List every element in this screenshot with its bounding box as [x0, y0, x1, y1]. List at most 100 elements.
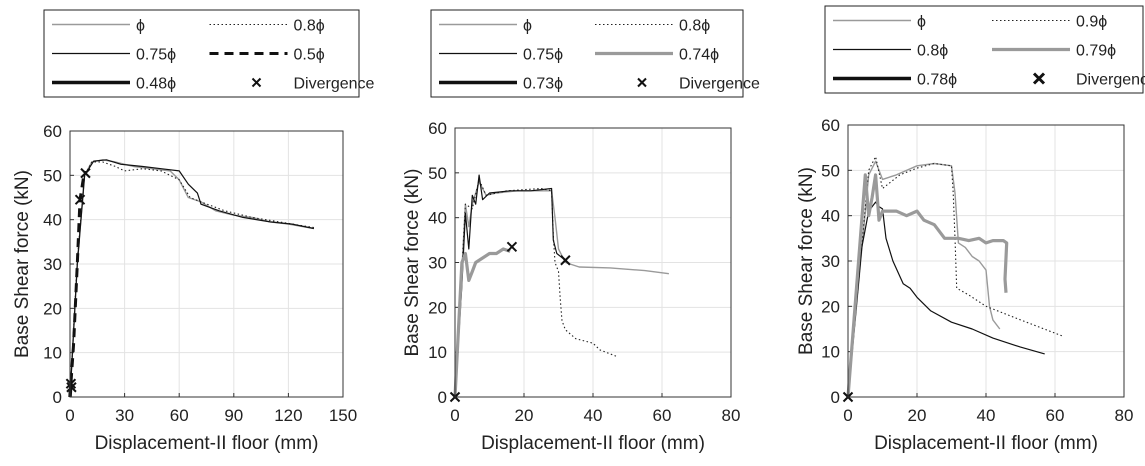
series-line-3	[454, 174, 566, 398]
x-tick-label: 0	[450, 406, 459, 425]
legend-item-5: 0.73ϕ	[439, 76, 563, 93]
x-tick-label: 40	[584, 406, 603, 425]
legend-swatch	[1032, 72, 1046, 85]
legend-item-6: Divergence	[637, 76, 760, 93]
legend: ϕ 0.8ϕ 0.75ϕ 0.74ϕ 0.73ϕ Divergence	[430, 9, 760, 98]
series-line-4	[846, 173, 1009, 398]
x-tick-label: 20	[908, 406, 927, 425]
legend-label: 0.8ϕ	[679, 18, 710, 35]
legend-item-6: Divergence	[1032, 72, 1145, 89]
x-axis-label: Displacement-II floor (mm)	[95, 433, 319, 454]
legend-item-1: ϕ	[439, 18, 532, 35]
chart-panel-2: 0 20 40 60 80 0 10 20 30 40 50 60 Displacement-II fl…	[402, 9, 760, 454]
y-tick-label: 20	[821, 297, 840, 316]
legend-label: ϕ	[917, 14, 926, 31]
x-tick-label: 80	[1115, 406, 1134, 425]
x-tick-label: 120	[274, 406, 302, 425]
legend: ϕ 0.9ϕ 0.8ϕ 0.79ϕ 0.78ϕ Divergence	[824, 5, 1145, 94]
x-axis-label: Displacement-II floor (mm)	[874, 433, 1098, 454]
legend-item-3: 0.75ϕ	[439, 47, 563, 64]
series-line-1	[847, 160, 1001, 398]
legend: ϕ 0.8ϕ 0.75ϕ 0.5ϕ 0.48ϕ Divergence	[43, 9, 375, 98]
y-tick-label: 40	[821, 207, 840, 226]
legend-label: 0.73ϕ	[523, 76, 563, 93]
divergence-marker	[80, 167, 91, 179]
x-tick-label: 60	[653, 406, 672, 425]
x-tick-label: 20	[515, 406, 534, 425]
y-tick-label: 10	[821, 343, 840, 362]
legend-item-2: 0.8ϕ	[209, 18, 325, 35]
series-line-4	[453, 247, 511, 398]
x-tick-label: 90	[224, 406, 243, 425]
y-tick-label: 30	[821, 252, 840, 271]
legend-label: ϕ	[523, 18, 532, 35]
chart-panel-3: 0 20 40 60 80 0 10 20 30 40 50 60 Displacement-II fl…	[796, 5, 1145, 454]
y-tick-label: 10	[43, 344, 62, 363]
divergence-marker	[506, 241, 518, 253]
legend-label: 0.74ϕ	[679, 47, 719, 64]
legend-item-1: ϕ	[52, 18, 145, 35]
x-tick-label: 60	[170, 406, 189, 425]
x-tick-label: 150	[329, 406, 357, 425]
legend-item-3: 0.8ϕ	[833, 43, 948, 60]
y-tick-label: 20	[43, 299, 62, 318]
x-tick-label: 30	[115, 406, 134, 425]
legend-item-2: 0.9ϕ	[992, 14, 1107, 31]
x-tick-label: 80	[722, 406, 741, 425]
y-axis-label: Base Shear force (kN)	[402, 169, 423, 357]
y-tick-label: 0	[438, 388, 447, 407]
legend-item-2: 0.8ϕ	[595, 18, 710, 35]
chart-panel-1: 0 30 60 90 120 150 0 10 20 30 40 50 60 Displacement-I…	[12, 9, 375, 454]
legend-item-3: 0.75ϕ	[52, 47, 176, 64]
series-line-2	[454, 179, 618, 398]
legend-item-6: Divergence	[251, 76, 375, 93]
legend-item-4: 0.79ϕ	[992, 43, 1116, 60]
y-tick-label: 60	[821, 116, 840, 135]
x-tick-label: 0	[65, 406, 74, 425]
y-tick-label: 60	[428, 119, 447, 138]
x-axis-label: Displacement-II floor (mm)	[481, 433, 705, 454]
y-axis-label: Base Shear force (kN)	[796, 167, 817, 355]
legend-item-4: 0.5ϕ	[209, 47, 325, 64]
axes-box	[454, 127, 732, 398]
legend-item-5: 0.48ϕ	[52, 76, 176, 93]
series-line-3	[847, 201, 1045, 398]
legend-label: Divergence	[1076, 72, 1145, 89]
y-tick-label: 50	[43, 166, 62, 185]
divergence-marker	[74, 194, 86, 205]
series-line-1	[69, 159, 315, 398]
legend-label: 0.48ϕ	[136, 76, 176, 93]
y-tick-label: 60	[43, 122, 62, 141]
x-tick-label: 40	[977, 406, 996, 425]
series-line-2	[847, 156, 1063, 398]
y-tick-label: 10	[428, 343, 447, 362]
y-tick-label: 50	[428, 164, 447, 183]
y-tick-label: 40	[43, 211, 62, 230]
y-tick-label: 0	[53, 388, 62, 407]
legend-label: 0.5ϕ	[294, 47, 325, 64]
legend-label: 0.78ϕ	[917, 72, 957, 89]
legend-item-5: 0.78ϕ	[833, 72, 957, 89]
legend-label: 0.75ϕ	[136, 47, 176, 64]
y-tick-label: 0	[831, 388, 840, 407]
divergence-marker	[65, 378, 77, 389]
x-tick-label: 60	[1046, 406, 1065, 425]
legend-item-1: ϕ	[833, 14, 926, 31]
legend-label: 0.9ϕ	[1076, 14, 1107, 31]
legend-label: Divergence	[294, 76, 375, 93]
x-tick-label: 0	[843, 406, 852, 425]
divergence-marker	[560, 255, 571, 266]
legend-label: 0.8ϕ	[294, 18, 325, 35]
divergence-marker	[66, 382, 77, 393]
axes-box	[847, 124, 1125, 398]
legend-label: 0.8ϕ	[917, 43, 948, 60]
legend-label: 0.75ϕ	[523, 47, 563, 64]
legend-swatch	[251, 77, 262, 88]
legend-item-4: 0.74ϕ	[595, 47, 719, 64]
legend-label: ϕ	[136, 18, 145, 35]
series-line-2	[69, 161, 314, 398]
legend-label: Divergence	[679, 76, 760, 93]
series-line-3	[69, 159, 315, 398]
series-line-4	[68, 170, 87, 398]
